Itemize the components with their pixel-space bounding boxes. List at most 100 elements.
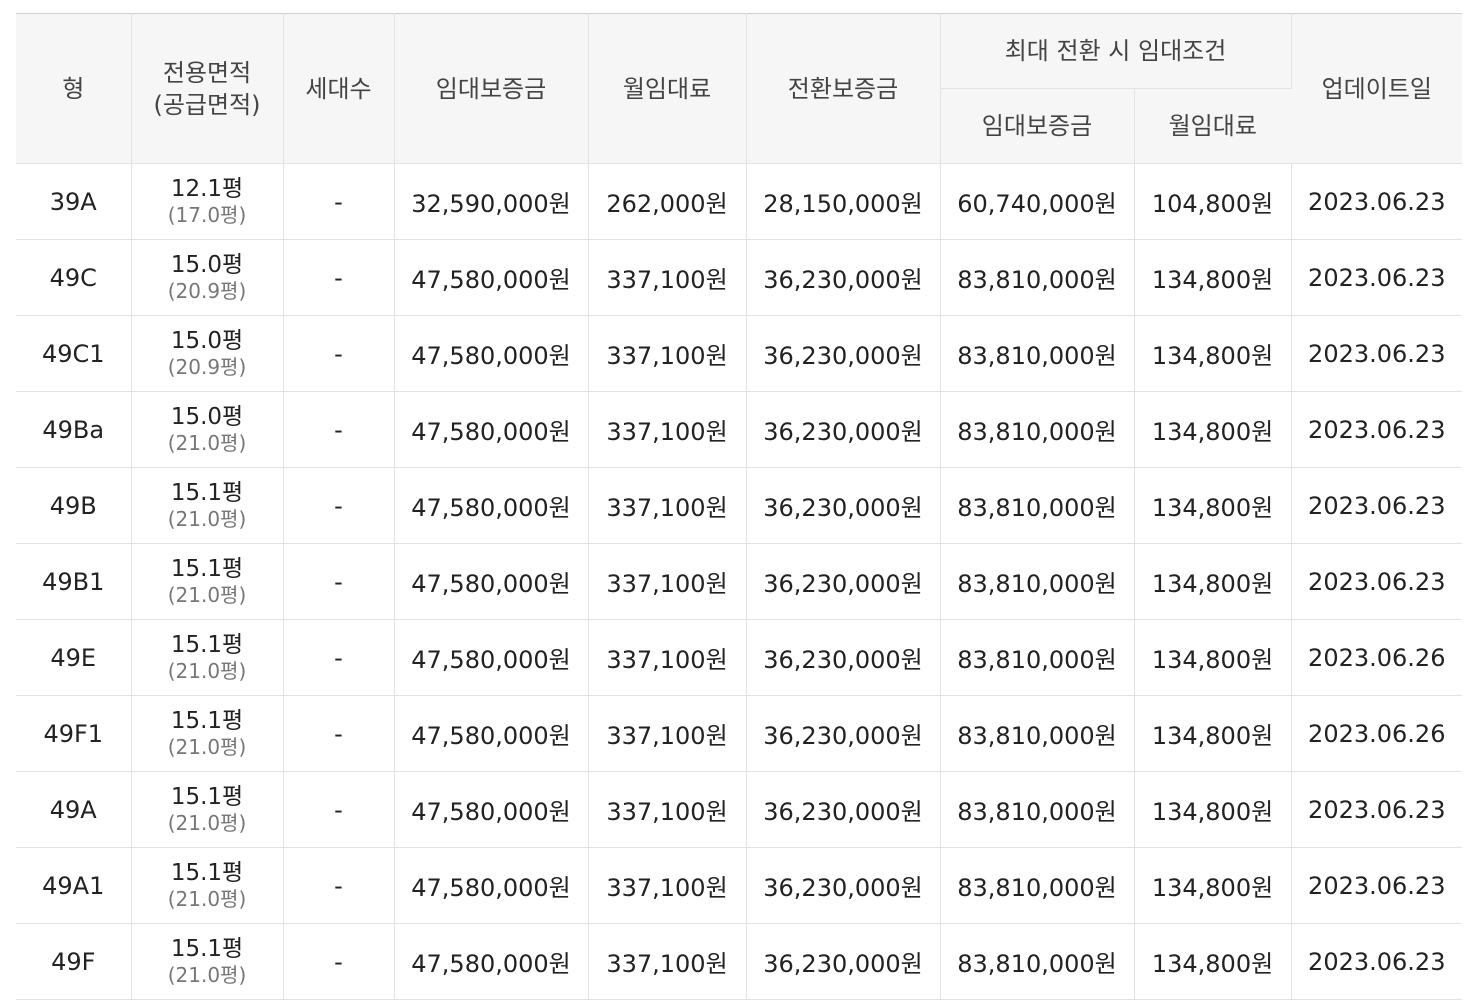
- cell-monthly-rent: 337,100원: [588, 847, 747, 924]
- header-max-monthly-rent: 월임대료: [1134, 88, 1292, 164]
- cell-updated-date: 2023.06.23: [1291, 543, 1463, 620]
- cell-conversion-deposit: 36,230,000원: [746, 847, 941, 924]
- cell-max-deposit: 83,810,000원: [940, 543, 1135, 620]
- cell-deposit: 47,580,000원: [394, 239, 589, 316]
- cell-households: -: [283, 239, 395, 316]
- cell-updated-date: 2023.06.26: [1291, 695, 1463, 772]
- cell-max-monthly-rent: 134,800원: [1134, 391, 1292, 468]
- area-exclusive: 12.1평: [170, 175, 244, 202]
- cell-max-deposit: 83,810,000원: [940, 847, 1135, 924]
- header-monthly-rent: 월임대료: [588, 13, 747, 164]
- cell-deposit: 47,580,000원: [394, 467, 589, 544]
- cell-max-deposit: 83,810,000원: [940, 391, 1135, 468]
- area-supply: (20.9평): [167, 354, 247, 379]
- header-updated-date: 업데이트일: [1291, 13, 1463, 164]
- header-households: 세대수: [283, 13, 395, 164]
- cell-max-monthly-rent: 134,800원: [1134, 543, 1292, 620]
- area-exclusive: 15.0평: [170, 403, 244, 430]
- cell-max-deposit: 60,740,000원: [940, 163, 1135, 240]
- cell-area: 15.0평 (21.0평): [131, 391, 284, 468]
- cell-conversion-deposit: 36,230,000원: [746, 543, 941, 620]
- area-exclusive: 15.0평: [170, 251, 244, 278]
- cell-type: 49Ba: [16, 391, 132, 468]
- area-supply: (21.0평): [167, 962, 247, 987]
- cell-max-deposit: 83,810,000원: [940, 467, 1135, 544]
- cell-conversion-deposit: 36,230,000원: [746, 239, 941, 316]
- cell-monthly-rent: 337,100원: [588, 239, 747, 316]
- area-exclusive: 15.1평: [170, 783, 244, 810]
- cell-deposit: 47,580,000원: [394, 771, 589, 848]
- cell-max-deposit: 83,810,000원: [940, 695, 1135, 772]
- cell-monthly-rent: 337,100원: [588, 391, 747, 468]
- cell-updated-date: 2023.06.23: [1291, 467, 1463, 544]
- cell-area: 15.1평 (21.0평): [131, 847, 284, 924]
- table-row: 49B 15.1평 (21.0평) -47,580,000원 337,100원 36,23…: [16, 467, 1463, 544]
- area-exclusive: 15.0평: [170, 327, 244, 354]
- cell-type: 49B1: [16, 543, 132, 620]
- cell-area: 15.1평 (21.0평): [131, 695, 284, 772]
- table-row: 49A1 15.1평 (21.0평) -47,580,000원 337,100원 36,2…: [16, 847, 1463, 924]
- cell-max-monthly-rent: 134,800원: [1134, 619, 1292, 696]
- header-max-deposit: 임대보증금: [940, 88, 1135, 164]
- cell-max-monthly-rent: 134,800원: [1134, 847, 1292, 924]
- cell-max-deposit: 83,810,000원: [940, 315, 1135, 392]
- table-header: 형 전용면적 (공급면적) 세대수 임대보증금 월임대료 전환보증금 최대 전환…: [16, 13, 1463, 164]
- table-body: 39A 12.1평 (17.0평) -32,590,000원 262,000원 28,15…: [16, 163, 1463, 1000]
- area-supply: (21.0평): [167, 430, 247, 455]
- area-supply: (21.0평): [167, 886, 247, 911]
- cell-max-monthly-rent: 134,800원: [1134, 771, 1292, 848]
- area-exclusive: 15.1평: [170, 479, 244, 506]
- cell-households: -: [283, 467, 395, 544]
- cell-max-monthly-rent: 134,800원: [1134, 315, 1292, 392]
- cell-conversion-deposit: 36,230,000원: [746, 391, 941, 468]
- cell-households: -: [283, 923, 395, 1000]
- cell-max-monthly-rent: 134,800원: [1134, 923, 1292, 1000]
- rental-conditions-table: 형 전용면적 (공급면적) 세대수 임대보증금 월임대료 전환보증금 최대 전환…: [16, 13, 1463, 1000]
- cell-monthly-rent: 262,000원: [588, 163, 747, 240]
- table-row: 49F 15.1평 (21.0평) -47,580,000원 337,100원 36,23…: [16, 923, 1463, 1000]
- cell-updated-date: 2023.06.23: [1291, 239, 1463, 316]
- header-type: 형: [16, 13, 132, 164]
- cell-deposit: 47,580,000원: [394, 923, 589, 1000]
- cell-updated-date: 2023.06.23: [1291, 391, 1463, 468]
- area-exclusive: 15.1평: [170, 555, 244, 582]
- header-area-exclusive: 전용면적: [162, 58, 252, 87]
- header-conversion-deposit: 전환보증금: [746, 13, 941, 164]
- cell-conversion-deposit: 28,150,000원: [746, 163, 941, 240]
- table-row: 49C 15.0평 (20.9평) -47,580,000원 337,100원 36,23…: [16, 239, 1463, 316]
- cell-area: 15.1평 (21.0평): [131, 619, 284, 696]
- cell-type: 49C1: [16, 315, 132, 392]
- area-supply: (17.0평): [167, 202, 247, 227]
- cell-max-deposit: 83,810,000원: [940, 239, 1135, 316]
- area-supply: (21.0평): [167, 506, 247, 531]
- cell-area: 15.0평 (20.9평): [131, 239, 284, 316]
- cell-households: -: [283, 391, 395, 468]
- area-supply: (21.0평): [167, 658, 247, 683]
- cell-max-deposit: 83,810,000원: [940, 771, 1135, 848]
- cell-households: -: [283, 771, 395, 848]
- area-supply: (21.0평): [167, 810, 247, 835]
- cell-monthly-rent: 337,100원: [588, 923, 747, 1000]
- cell-conversion-deposit: 36,230,000원: [746, 695, 941, 772]
- cell-deposit: 47,580,000원: [394, 543, 589, 620]
- cell-area: 15.1평 (21.0평): [131, 543, 284, 620]
- cell-area: 15.1평 (21.0평): [131, 771, 284, 848]
- header-deposit: 임대보증금: [394, 13, 589, 164]
- cell-max-deposit: 83,810,000원: [940, 923, 1135, 1000]
- cell-monthly-rent: 337,100원: [588, 467, 747, 544]
- cell-max-monthly-rent: 104,800원: [1134, 163, 1292, 240]
- cell-deposit: 32,590,000원: [394, 163, 589, 240]
- cell-updated-date: 2023.06.23: [1291, 163, 1463, 240]
- area-exclusive: 15.1평: [170, 859, 244, 886]
- cell-area: 15.1평 (21.0평): [131, 923, 284, 1000]
- cell-max-monthly-rent: 134,800원: [1134, 695, 1292, 772]
- cell-households: -: [283, 315, 395, 392]
- cell-monthly-rent: 337,100원: [588, 695, 747, 772]
- cell-households: -: [283, 847, 395, 924]
- cell-max-monthly-rent: 134,800원: [1134, 239, 1292, 316]
- cell-area: 12.1평 (17.0평): [131, 163, 284, 240]
- cell-type: 49F1: [16, 695, 132, 772]
- header-max-conversion-group: 최대 전환 시 임대조건: [940, 13, 1292, 89]
- cell-type: 49C: [16, 239, 132, 316]
- cell-area: 15.0평 (20.9평): [131, 315, 284, 392]
